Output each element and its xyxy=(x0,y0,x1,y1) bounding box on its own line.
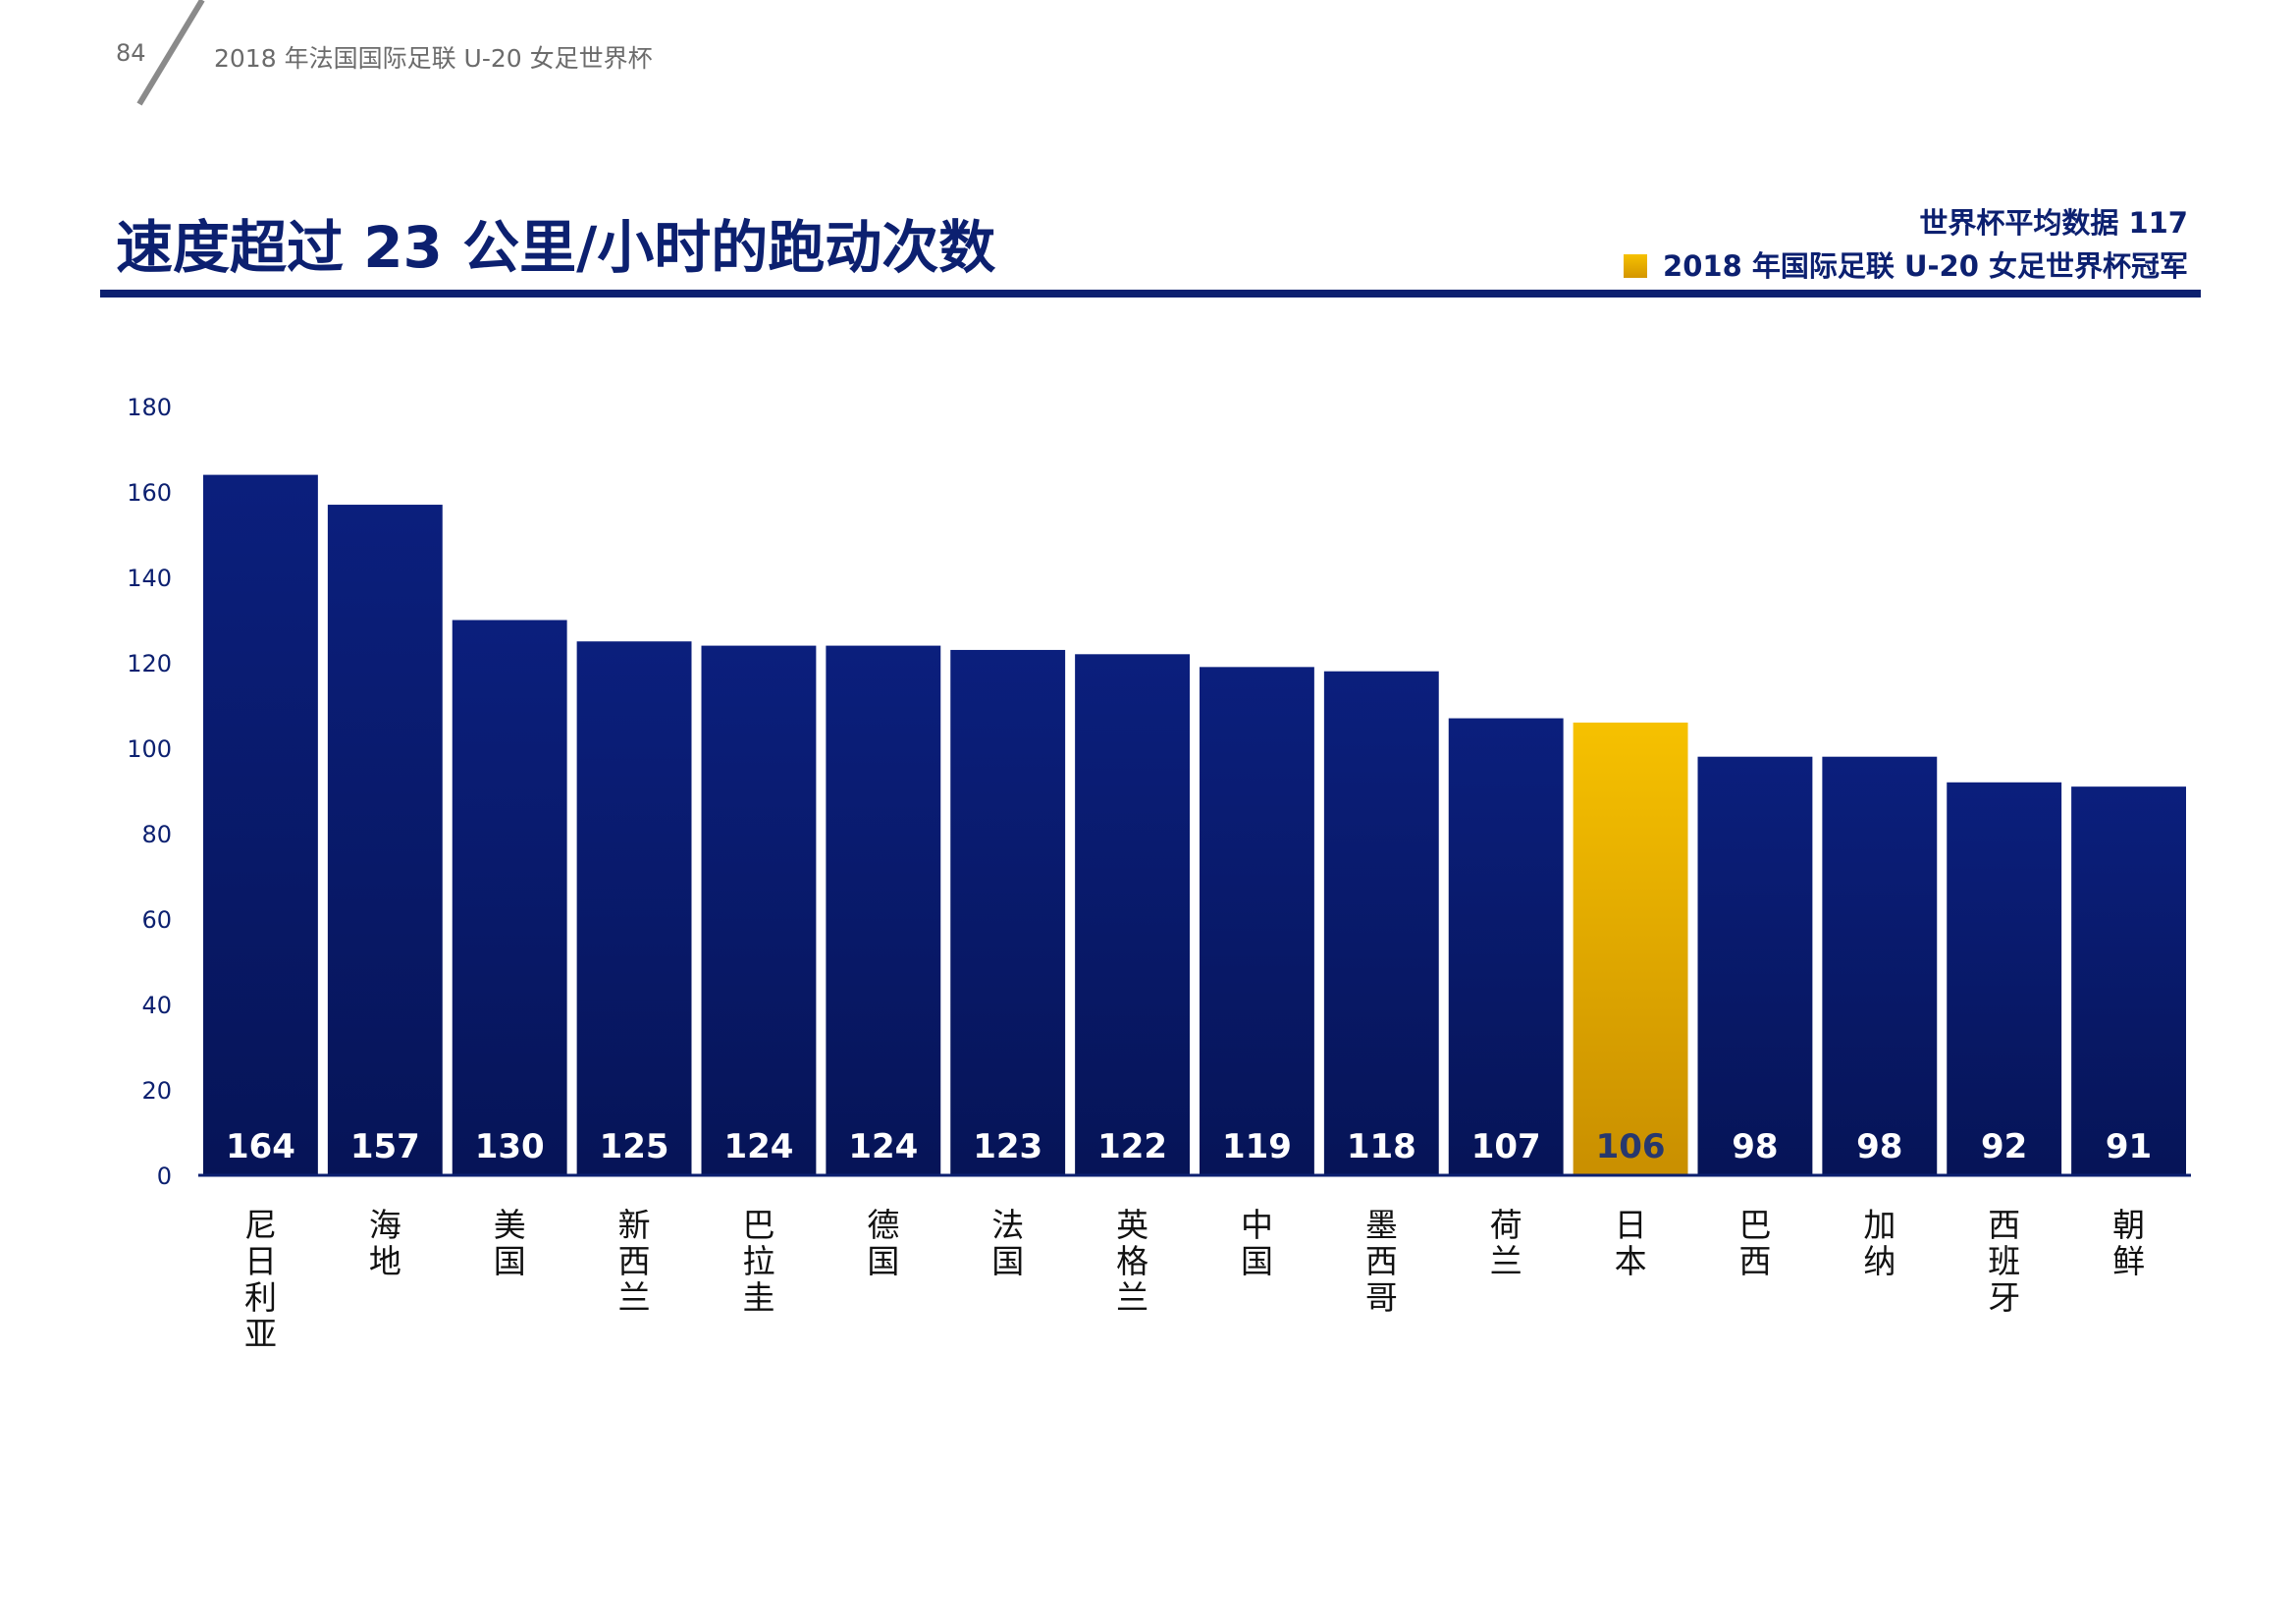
bar-value-label: 91 xyxy=(2106,1127,2152,1166)
header-slash-divider xyxy=(136,0,205,106)
category-labels: 尼日利亚 海地 美国 新西兰 巴拉圭 德国 法国 英格兰 中国 墨西哥 荷兰 日本 巴西 加纳 西班牙 朝鲜 xyxy=(244,1206,2145,1353)
y-tick-label: 0 xyxy=(157,1163,172,1190)
bar-value-label: 124 xyxy=(848,1127,918,1166)
bar-value-label: 124 xyxy=(723,1127,793,1166)
bar-value-label: 98 xyxy=(1732,1127,1778,1166)
category-label: 墨西哥 xyxy=(1365,1206,1398,1317)
bar xyxy=(1200,667,1314,1175)
y-tick-label: 120 xyxy=(127,650,172,677)
category-label: 日本 xyxy=(1615,1206,1647,1280)
legend-champion-text: 2018 年国际足联 U-20 女足世界杯冠军 xyxy=(1663,249,2188,283)
y-tick-label: 160 xyxy=(127,479,172,507)
category-label: 朝鲜 xyxy=(2112,1206,2145,1280)
bar-value-label: 123 xyxy=(973,1127,1042,1166)
bar xyxy=(576,641,692,1175)
category-label: 加纳 xyxy=(1863,1206,1896,1280)
category-label: 美国 xyxy=(494,1206,526,1280)
y-tick-label: 40 xyxy=(141,992,172,1019)
bar-value-label: 130 xyxy=(475,1127,545,1166)
bar-value-label: 107 xyxy=(1471,1127,1541,1166)
bar xyxy=(203,474,318,1176)
value-labels: 164 157 130 125 124 124 123 122 119 118 107 106 98 98… xyxy=(226,1127,2152,1166)
category-label: 尼日利亚 xyxy=(244,1206,277,1353)
category-label: 巴拉圭 xyxy=(742,1206,774,1317)
legend-average: 世界杯平均数据 117 xyxy=(1624,201,2188,244)
y-tick-label: 80 xyxy=(141,821,172,848)
legend-champion: 2018 年国际足联 U-20 女足世界杯冠军 xyxy=(1624,244,2188,288)
bar xyxy=(1822,756,1938,1175)
bar xyxy=(1075,654,1190,1175)
bar xyxy=(950,649,1066,1175)
bar xyxy=(1697,756,1813,1175)
category-label: 中国 xyxy=(1241,1206,1273,1280)
bar-value-label: 122 xyxy=(1097,1127,1167,1166)
category-label: 法国 xyxy=(991,1206,1024,1280)
champion-swatch-icon xyxy=(1624,254,1648,278)
bars xyxy=(203,474,2186,1176)
category-label: 德国 xyxy=(867,1206,899,1280)
bar-value-label: 98 xyxy=(1856,1127,1902,1166)
bar xyxy=(1448,718,1564,1175)
bar xyxy=(1323,671,1439,1175)
bar-value-label: 119 xyxy=(1222,1127,1292,1166)
title-rule xyxy=(100,290,2201,298)
category-label: 英格兰 xyxy=(1116,1206,1148,1317)
y-tick-label: 100 xyxy=(127,735,172,763)
bar xyxy=(701,645,817,1175)
document-title: 2018 年法国国际足联 U-20 女足世界杯 xyxy=(214,44,653,73)
category-label: 巴西 xyxy=(1738,1206,1771,1280)
chart-legend: 世界杯平均数据 117 2018 年国际足联 U-20 女足世界杯冠军 xyxy=(1624,201,2188,288)
y-tick-label: 60 xyxy=(141,906,172,934)
bar xyxy=(826,645,941,1175)
y-tick-label: 20 xyxy=(141,1077,172,1105)
y-axis: 0 20 40 60 80 100 120 140 160 180 xyxy=(127,394,172,1190)
bar-value-label: 125 xyxy=(600,1127,669,1166)
bar xyxy=(2071,786,2186,1175)
page-header: 84 2018 年法国国际足联 U-20 女足世界杯 xyxy=(0,0,2296,118)
category-label: 西班牙 xyxy=(1988,1206,2020,1317)
bar-value-label: 106 xyxy=(1596,1127,1666,1166)
chart-title: 速度超过 23 公里/小时的跑动次数 xyxy=(116,214,996,281)
bar-value-label: 164 xyxy=(226,1127,295,1166)
page-number: 84 xyxy=(116,39,146,67)
category-label: 新西兰 xyxy=(618,1206,651,1317)
bar xyxy=(1947,782,2062,1175)
bar-champion xyxy=(1573,722,1688,1175)
y-tick-label: 180 xyxy=(127,394,172,421)
bar xyxy=(452,620,567,1175)
category-label: 荷兰 xyxy=(1490,1206,1522,1280)
bar-value-label: 92 xyxy=(1981,1127,2027,1166)
bar-value-label: 118 xyxy=(1347,1127,1416,1166)
bar xyxy=(327,505,443,1175)
y-tick-label: 140 xyxy=(127,565,172,592)
bar-value-label: 157 xyxy=(350,1127,420,1166)
category-label: 海地 xyxy=(369,1206,401,1280)
legend-average-text: 世界杯平均数据 117 xyxy=(1919,206,2188,240)
